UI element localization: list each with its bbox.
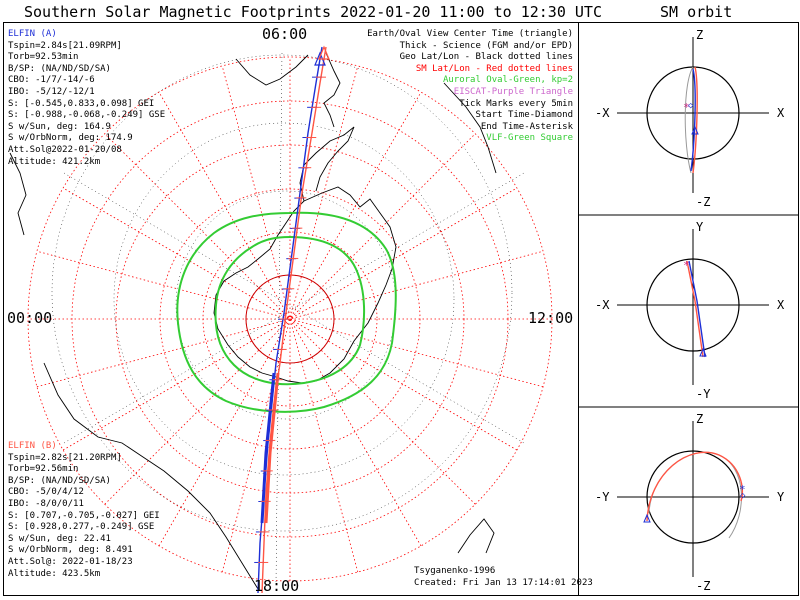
earth-circle-xy [646,258,740,352]
svg-text:*: * [739,483,746,496]
new-zealand-coast [9,152,27,236]
axis-xz-top: Z [696,28,703,42]
sm-orbit-xz: ◇ * Z -Z -X X [595,28,785,209]
australia-coast [43,362,259,590]
model-credit: Tsyganenko-1996 [414,566,496,576]
island-coast [457,518,495,554]
elfin-b-info-block: ELFIN (B) Tspin=2.82s[21.20RPM] Torb=92.… [8,441,160,580]
axis-xy-top: Y [696,220,704,234]
legend-item: End Time-Asterisk [480,121,573,132]
sm-orbit-panel: ◇ * Z -Z -X X * Y -Y -X X [578,22,799,596]
axis-yz-top: Z [696,412,703,426]
legend-item: Tick Marks every 5min [459,98,573,109]
sm-orbit-title: SM orbit [660,3,733,21]
axis-xy-left: -X [595,298,610,312]
earth-circle-yz [646,450,740,544]
legend-item: Thick - Science (FGM and/or EPD) [399,40,573,51]
elfin-a-line: B/SP: (NA/ND/SD/SA) [8,63,111,74]
elfin-a-name: ELFIN (A) [8,29,57,39]
elfin-b-science-segment [264,372,280,524]
elfin-a-line: S w/OrbNorm, deg: 174.9 [8,133,133,144]
elfin-a-line: S: [-0.988,-0.068,-0.249] GSE [8,110,166,121]
sm-inner-circle [245,274,335,364]
created-timestamp: Created: Fri Jan 13 17:14:01 2023 [414,577,593,588]
elfin-b-footprint-track [261,46,327,594]
elfin-b-line: S w/Sun, deg: 22.41 [8,533,111,544]
legend-item: VLF-Green Square [486,133,573,144]
page-title: Southern Solar Magnetic Footprints 2022-… [24,3,602,21]
elfin-b-line: IBO: -8/0/0/11 [8,498,84,509]
mlt-label-top: 06:00 [262,25,307,43]
legend: Earth/Oval View Center Time (triangle) T… [367,29,573,145]
elfin-a-science-segment [260,372,276,524]
south-america-inner-coast [235,54,309,86]
south-america-coast [323,52,341,128]
sm-orbit-yz: * ◇ Z -Z -Y Y [595,412,785,593]
elfin-b-line: B/SP: (NA/ND/SD/SA) [8,475,111,486]
antarctica-coastline [213,186,397,384]
sm-longitude-lines [28,57,552,581]
legend-item: Geo Lat/Lon - Black dotted lines [399,52,573,63]
mlt-label-right: 12:00 [528,309,573,327]
axis-xz-left: -X [595,106,610,120]
elfin-a-line: S: [-0.545,0.833,0.098] GEI [8,98,155,109]
axis-yz-right: Y [777,490,785,504]
svg-text:*: * [683,101,690,114]
axis-xy-bottom: -Y [696,387,711,401]
svg-text:◇: ◇ [740,491,746,501]
elfin-b-line: S: [0.707,-0.705,-0.027] GEI [8,510,160,521]
elfin-a-line: S w/Sun, deg: 164.9 [8,121,111,132]
axis-xz-right: X [777,106,785,120]
legend-item: SM Lat/Lon - Red dotted lines [415,63,573,74]
legend-item: Auroral Oval-Green, kp=2 [442,75,573,86]
elfin-b-tick-marks [258,76,326,563]
svg-text:*: * [683,259,690,272]
antarctic-peninsula [299,126,355,202]
elfin-b-line: Torb=92.56min [8,464,79,475]
elfin-b-name: ELFIN (B) [8,441,57,451]
axis-yz-bottom: -Z [696,579,710,593]
svg-text:◇: ◇ [688,101,694,111]
elfin-b-line: Att.Sol@: 2022-01-18/23 [8,556,133,567]
elfin-a-line: Att.Sol@2022-01-20/08 [8,144,122,155]
sm-orbit-plots: ◇ * Z -Z -X X * Y -Y -X X [579,28,798,593]
sm-orbit-xy: * Y -Y -X X [595,220,785,401]
elfin-b-line: Altitude: 423.5km [8,568,101,579]
africa-coast [443,82,497,174]
elfin-a-line: Tspin=2.84s[21.09RPM] [8,40,122,51]
elfin-a-info-block: ELFIN (A) Tspin=2.84s[21.09RPM] Torb=92.… [8,29,165,168]
elfin-b-center-time-triangle [318,45,330,60]
elfin-a-line: Altitude: 421.2km [8,156,101,167]
axis-yz-left: -Y [595,490,610,504]
elfin-a-line: IBO: -5/12/-12/1 [8,86,95,97]
mlt-label-left: 00:00 [7,309,52,327]
footprint-map-panel: 06:00 18:00 00:00 12:00 [3,22,579,596]
credits: Tsyganenko-1996 Created: Fri Jan 13 17:1… [414,566,593,589]
legend-item: EISCAT-Purple Triangle [453,86,573,97]
elfin-b-line: S w/OrbNorm, deg: 8.491 [8,545,133,556]
elfin-a-line: CBO: -1/7/-14/-6 [8,75,95,86]
elfin-b-line: CBO: -5/0/4/12 [8,487,84,498]
footprint-map: 06:00 18:00 00:00 12:00 [7,25,573,595]
legend-item: Earth/Oval View Center Time (triangle) [367,29,573,39]
mlt-label-bottom: 18:00 [254,577,299,595]
elfin-b-line: S: [0.928,0.277,-0.249] GSE [8,522,155,533]
axis-xz-bottom: -Z [696,195,710,209]
axis-xy-right: X [777,298,785,312]
legend-item: Start Time-Diamond [475,110,573,121]
elfin-a-line: Torb=92.53min [8,52,79,63]
elfin-b-line: Tspin=2.82s[21.20RPM] [8,452,122,463]
